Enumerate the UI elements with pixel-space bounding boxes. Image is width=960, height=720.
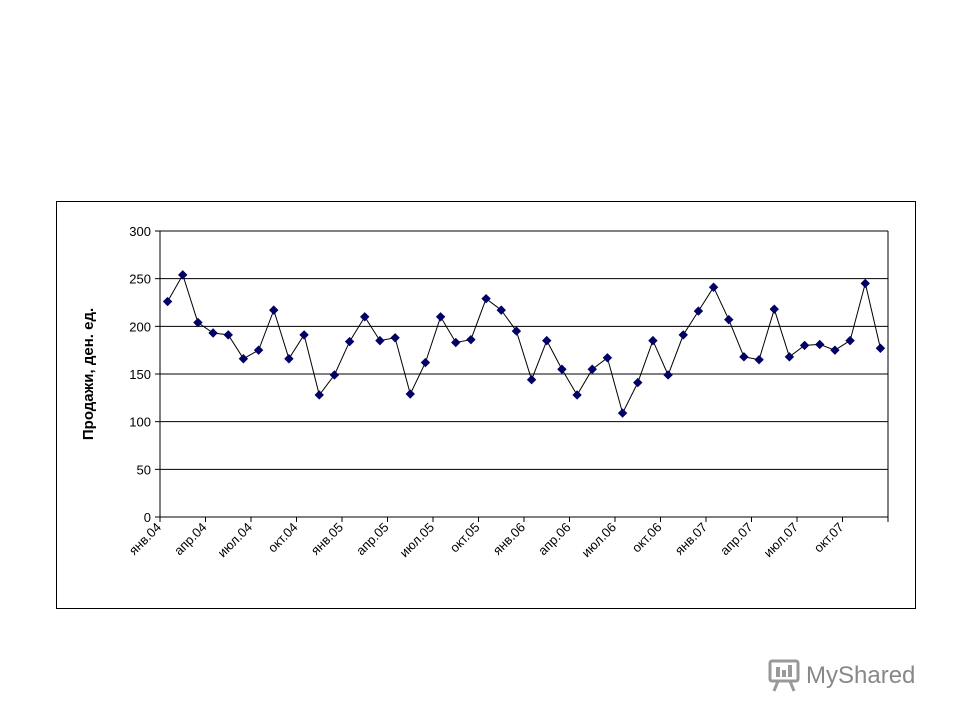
data-point: [193, 317, 203, 328]
data-point: [663, 370, 673, 380]
series-line: [167, 273, 881, 415]
x-tick-label: июл.06: [579, 520, 620, 561]
y-tick-label: 300: [129, 224, 151, 239]
x-tick-label: окт.07: [811, 520, 847, 556]
y-tick-label: 0: [144, 510, 151, 525]
watermark: MyShared: [768, 656, 915, 696]
data-point: [208, 328, 218, 338]
watermark-text: MyShared: [806, 662, 916, 689]
data-point: [178, 270, 188, 280]
x-tick-label: янв.04: [126, 520, 164, 558]
y-axis-label: Продажи, ден. ед.: [80, 308, 97, 440]
x-tick-label: окт.05: [447, 520, 483, 556]
x-tick-label: янв.07: [672, 520, 710, 558]
series-layer: [162, 270, 886, 418]
data-point: [572, 390, 582, 400]
data-point: [602, 353, 613, 363]
data-point: [860, 278, 870, 289]
data-point: [466, 334, 476, 345]
data-point: [314, 390, 324, 400]
data-point: [784, 352, 795, 362]
data-point: [739, 352, 749, 362]
data-point: [375, 335, 385, 346]
data-point: [724, 314, 734, 325]
grid-layer: [160, 230, 888, 518]
data-point: [557, 364, 567, 374]
x-tick-label: янв.06: [490, 520, 528, 558]
data-point: [451, 337, 461, 348]
data-point: [542, 335, 552, 346]
data-point: [284, 354, 294, 364]
x-tick-label: апр.05: [353, 520, 392, 559]
data-point: [405, 389, 415, 399]
x-tick-label: окт.04: [265, 520, 301, 556]
data-point: [769, 304, 779, 314]
data-point: [526, 375, 537, 385]
data-point: [329, 370, 340, 380]
data-point: [162, 296, 173, 307]
x-tick-label: июл.07: [761, 520, 802, 561]
y-tick-label: 100: [129, 415, 151, 430]
x-tick-label: июл.05: [397, 520, 438, 561]
data-point: [481, 293, 491, 304]
data-point: [648, 335, 658, 346]
data-point: [360, 312, 370, 322]
data-point: [238, 354, 249, 364]
data-point: [390, 333, 400, 343]
data-point: [587, 364, 597, 374]
y-tick-label: 200: [129, 319, 151, 334]
data-point: [299, 330, 309, 340]
presentation-icon: [768, 659, 800, 692]
y-tick-label: 150: [129, 367, 151, 382]
x-tick-label: окт.06: [629, 520, 665, 556]
data-point: [875, 343, 886, 353]
data-point: [678, 330, 688, 340]
data-point: [754, 354, 764, 365]
data-point: [511, 326, 522, 336]
data-point: [253, 345, 264, 355]
data-point: [420, 357, 431, 368]
chart-frame: 0 50 100 150 200 250 300 янв.04 апр.04 июл.04 окт.…: [56, 201, 916, 609]
data-point: [708, 282, 719, 292]
y-tick-label: 50: [137, 462, 151, 477]
data-point: [223, 330, 233, 340]
data-point: [269, 305, 279, 315]
data-point: [693, 306, 704, 316]
data-point: [633, 377, 643, 388]
data-point: [344, 336, 355, 347]
x-tick-label: апр.06: [535, 520, 574, 559]
x-tick-label: апр.07: [717, 520, 756, 559]
data-point: [799, 340, 810, 351]
data-point: [496, 305, 506, 315]
x-tick-label: июл.04: [215, 520, 256, 561]
x-tick-label: апр.04: [171, 520, 210, 559]
x-tick-label: янв.05: [308, 520, 346, 558]
data-point: [617, 408, 628, 418]
data-point: [830, 345, 840, 355]
y-tick-label: 250: [129, 272, 151, 287]
data-point: [435, 312, 446, 322]
data-point: [845, 335, 855, 346]
data-point: [815, 339, 825, 350]
